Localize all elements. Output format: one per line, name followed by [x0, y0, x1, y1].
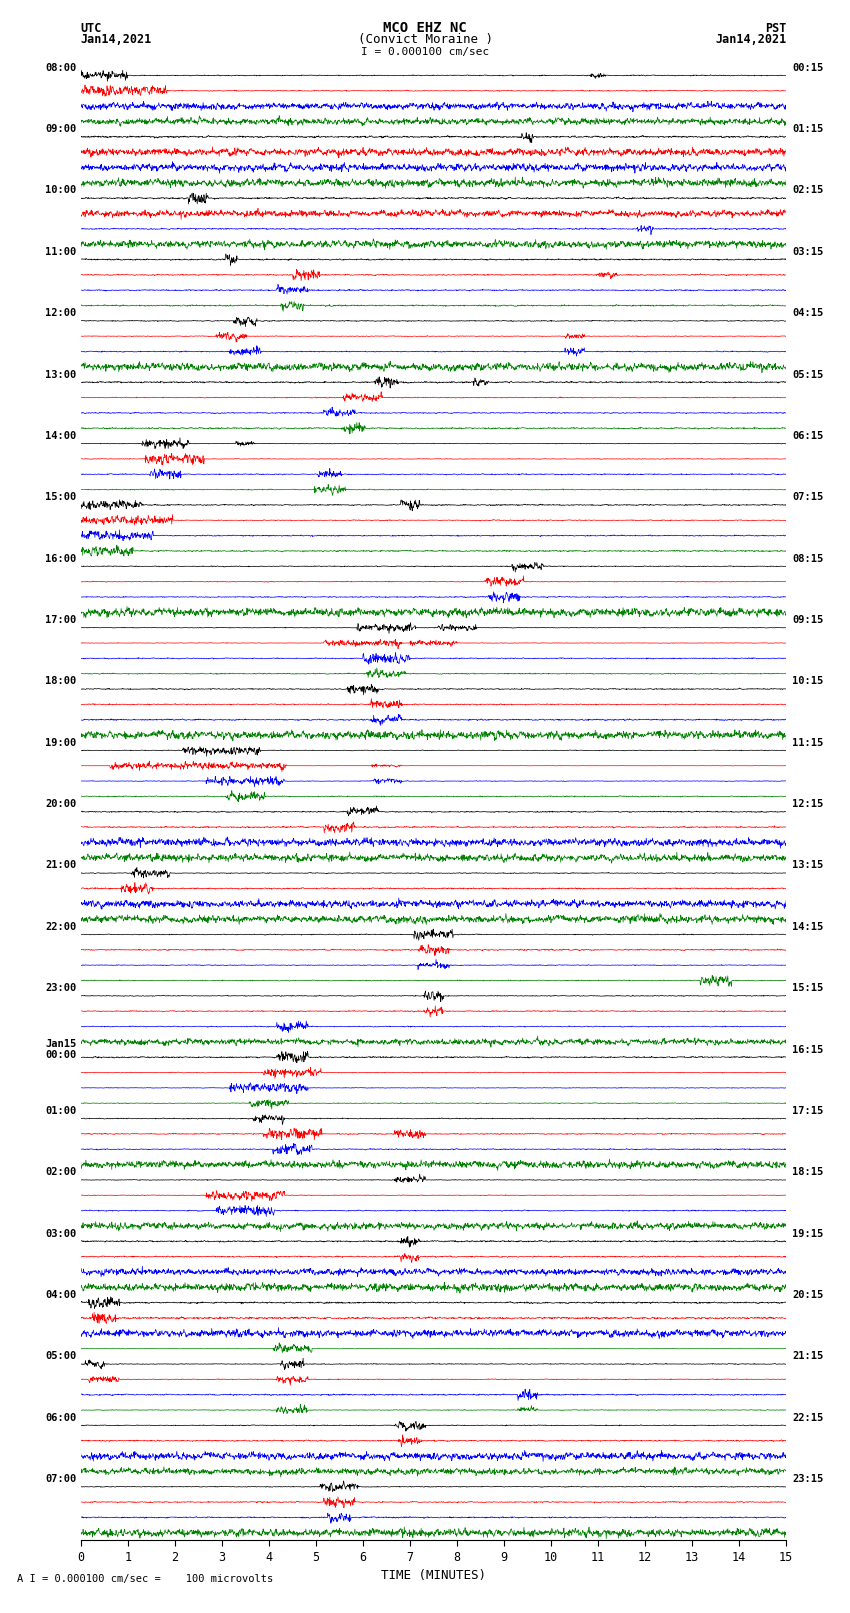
Text: 17:00: 17:00: [45, 615, 76, 624]
Text: 03:15: 03:15: [792, 247, 824, 256]
Text: UTC: UTC: [81, 21, 102, 35]
Text: 06:00: 06:00: [45, 1413, 76, 1423]
Text: A I = 0.000100 cm/sec =    100 microvolts: A I = 0.000100 cm/sec = 100 microvolts: [17, 1574, 273, 1584]
Text: I = 0.000100 cm/sec: I = 0.000100 cm/sec: [361, 47, 489, 58]
Text: 01:00: 01:00: [45, 1107, 76, 1116]
Text: 11:15: 11:15: [792, 737, 824, 748]
Text: 06:15: 06:15: [792, 431, 824, 440]
Text: 21:00: 21:00: [45, 860, 76, 871]
Text: 10:00: 10:00: [45, 185, 76, 195]
Text: 01:15: 01:15: [792, 124, 824, 134]
Text: 13:00: 13:00: [45, 369, 76, 379]
Text: 22:15: 22:15: [792, 1413, 824, 1423]
Text: 09:00: 09:00: [45, 124, 76, 134]
Text: 05:15: 05:15: [792, 369, 824, 379]
Text: 16:15: 16:15: [792, 1045, 824, 1055]
Text: 23:00: 23:00: [45, 984, 76, 994]
Text: Jan14,2021: Jan14,2021: [81, 32, 152, 45]
Text: 02:15: 02:15: [792, 185, 824, 195]
Text: 07:15: 07:15: [792, 492, 824, 502]
Text: 14:00: 14:00: [45, 431, 76, 440]
X-axis label: TIME (MINUTES): TIME (MINUTES): [381, 1569, 486, 1582]
Text: 12:00: 12:00: [45, 308, 76, 318]
Text: 12:15: 12:15: [792, 798, 824, 810]
Text: 09:15: 09:15: [792, 615, 824, 624]
Text: 14:15: 14:15: [792, 921, 824, 932]
Text: 13:15: 13:15: [792, 860, 824, 871]
Text: (Convict Moraine ): (Convict Moraine ): [358, 32, 492, 45]
Text: PST: PST: [765, 21, 786, 35]
Text: 15:15: 15:15: [792, 984, 824, 994]
Text: 23:15: 23:15: [792, 1474, 824, 1484]
Text: Jan15
00:00: Jan15 00:00: [45, 1039, 76, 1060]
Text: 17:15: 17:15: [792, 1107, 824, 1116]
Text: 22:00: 22:00: [45, 921, 76, 932]
Text: 20:15: 20:15: [792, 1290, 824, 1300]
Text: Jan14,2021: Jan14,2021: [715, 32, 786, 45]
Text: 10:15: 10:15: [792, 676, 824, 687]
Text: 15:00: 15:00: [45, 492, 76, 502]
Text: 08:15: 08:15: [792, 553, 824, 563]
Text: 16:00: 16:00: [45, 553, 76, 563]
Text: 05:00: 05:00: [45, 1352, 76, 1361]
Text: 20:00: 20:00: [45, 798, 76, 810]
Text: 04:00: 04:00: [45, 1290, 76, 1300]
Text: 19:15: 19:15: [792, 1229, 824, 1239]
Text: 04:15: 04:15: [792, 308, 824, 318]
Text: 07:00: 07:00: [45, 1474, 76, 1484]
Text: MCO EHZ NC: MCO EHZ NC: [383, 21, 467, 35]
Text: 18:15: 18:15: [792, 1168, 824, 1177]
Text: 11:00: 11:00: [45, 247, 76, 256]
Text: 08:00: 08:00: [45, 63, 76, 73]
Text: 18:00: 18:00: [45, 676, 76, 687]
Text: 03:00: 03:00: [45, 1229, 76, 1239]
Text: 02:00: 02:00: [45, 1168, 76, 1177]
Text: 19:00: 19:00: [45, 737, 76, 748]
Text: 00:15: 00:15: [792, 63, 824, 73]
Text: 21:15: 21:15: [792, 1352, 824, 1361]
